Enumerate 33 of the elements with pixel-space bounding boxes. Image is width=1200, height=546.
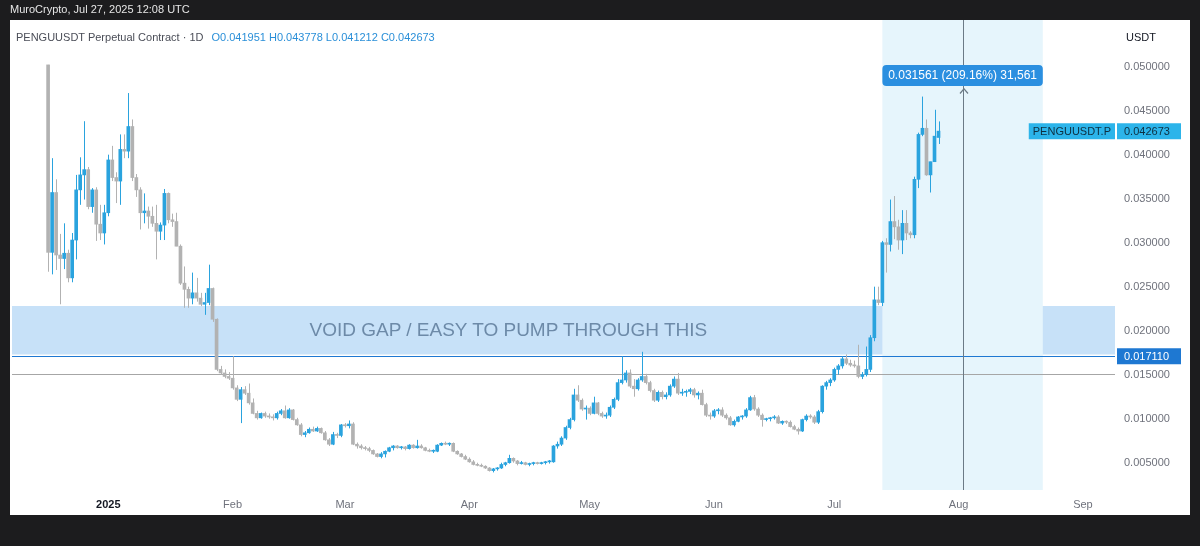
y-tick-label: 0.025000	[1124, 279, 1170, 292]
text: MuroCrypto, Jul 27, 2025 12:08 UTC	[10, 3, 190, 15]
candlestick	[884, 237, 889, 274]
x-tick-label: Sep	[1073, 497, 1093, 510]
y-tick-label: 0.015000	[1124, 367, 1170, 380]
y-tick-label: 0.050000	[1124, 59, 1170, 72]
x-tick-label: Apr	[460, 497, 479, 510]
x-tick-label: Jun	[705, 497, 723, 510]
y-tick-label: 0.010000	[1124, 411, 1170, 424]
x-tick-label: Feb	[223, 497, 243, 510]
x-tick-label: Mar	[335, 497, 355, 510]
y-tick-label: 0.040000	[1124, 147, 1170, 160]
text: PENGUUSDT Perpetual Contract · 1D	[16, 31, 204, 43]
x-tick-label: 2025	[96, 497, 121, 510]
y-tick-label: 0.035000	[1124, 191, 1170, 204]
candlestick	[90, 187, 95, 214]
text: 0.042673	[1124, 125, 1170, 138]
x-tick-label: Jul	[827, 497, 842, 510]
band-label: VOID GAP / EASY TO PUMP THROUGH THIS	[309, 319, 708, 341]
y-tick-label: 0.045000	[1124, 103, 1170, 116]
band-label: 0.031561 (209.16%) 31,561	[888, 68, 1038, 83]
x-tick-label: May	[579, 497, 601, 510]
y-tick-label: 0.020000	[1124, 323, 1170, 336]
y-tick-label: 0.005000	[1124, 455, 1170, 468]
candlestick	[110, 145, 115, 182]
ref-line-label: 0.017110	[1124, 350, 1170, 363]
candlestick	[82, 120, 87, 201]
text: O0.041951 H0.043778 L0.041212 C0.042673	[211, 31, 435, 43]
x-tick-label: Aug	[948, 497, 969, 510]
y-axis-title: USDT	[1126, 31, 1156, 43]
candlestick	[62, 222, 66, 270]
annotation: PENGUUSDT.P	[1032, 125, 1112, 138]
y-tick-label: 0.030000	[1124, 235, 1170, 248]
